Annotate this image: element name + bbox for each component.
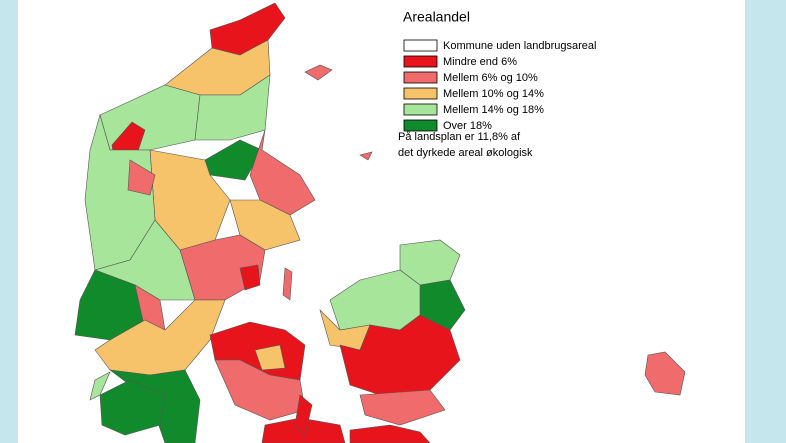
legend-label: Mellem 6% og 10% (443, 72, 538, 84)
region (349, 424, 431, 443)
region (304, 64, 333, 81)
region (239, 264, 261, 291)
region (127, 159, 156, 196)
region (99, 379, 166, 436)
region (644, 351, 686, 396)
region (359, 151, 373, 161)
note: På landsplan er 11,8% af (398, 131, 521, 143)
side-border (0, 0, 18, 443)
region (282, 267, 293, 301)
legend-label: Over 18% (443, 120, 492, 132)
region (249, 129, 316, 216)
note: det dyrkede areal økologisk (398, 147, 533, 159)
legend-title: Arealandel (403, 9, 470, 25)
region (89, 371, 111, 401)
legend-swatch (403, 87, 438, 100)
legend-label: Mellem 14% og 18% (443, 104, 544, 116)
map (74, 2, 686, 443)
region (214, 359, 306, 421)
side-border (745, 0, 786, 443)
region (294, 394, 313, 436)
legend-swatch (403, 71, 438, 84)
legend-swatch (403, 119, 438, 132)
legend-swatch (403, 103, 438, 116)
legend-swatch (403, 55, 438, 68)
legend-label: Kommune uden landbrugsareal (443, 40, 597, 52)
region (359, 389, 446, 426)
legend-label: Mindre end 6% (443, 56, 517, 68)
legend: Kommune uden landbrugsareal Mindre end 6%… (403, 39, 597, 132)
legend-label: Mellem 10% og 14% (443, 88, 544, 100)
region (339, 314, 461, 396)
region (94, 299, 226, 376)
region (254, 344, 286, 371)
legend-swatch (403, 39, 438, 52)
